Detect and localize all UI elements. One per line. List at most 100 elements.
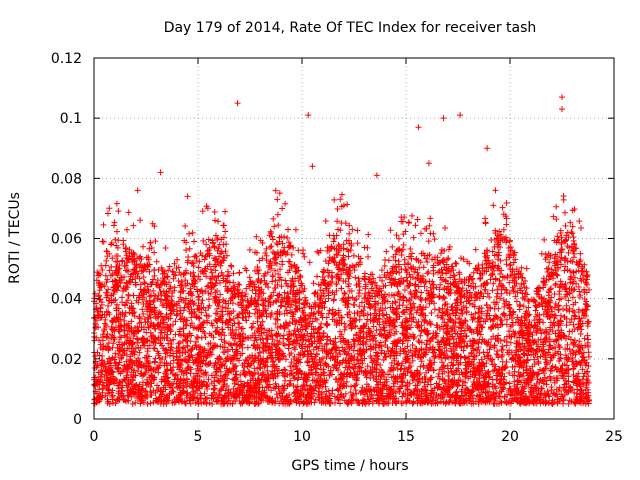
data-point [311,290,318,297]
data-point [124,297,131,304]
data-point [493,351,500,358]
data-point [145,324,152,331]
data-point [205,236,212,243]
data-point [151,358,158,365]
data-point [558,312,565,319]
data-point [195,296,202,303]
data-point [418,328,425,335]
data-point [300,288,307,295]
data-point [178,288,185,295]
data-point [417,332,424,339]
data-point [557,351,564,358]
data-point [367,318,374,325]
data-point [579,366,586,373]
data-point [504,316,511,323]
data-point [237,400,244,407]
data-point [575,283,582,290]
data-point [174,383,181,390]
data-point [274,281,281,288]
data-point [286,328,293,335]
data-point [444,319,451,326]
data-point [442,380,449,387]
data-point [540,380,547,387]
data-point [487,316,494,323]
data-point [139,306,146,313]
data-point [407,245,414,252]
data-point [269,336,276,343]
data-point [153,258,160,265]
data-point [255,270,262,277]
grid-lines [94,58,614,419]
data-point [288,301,295,308]
data-point [477,275,484,282]
data-point [297,368,304,375]
data-point [500,226,507,233]
data-point [162,244,169,251]
data-point [152,355,159,362]
data-point [151,249,158,256]
data-point [431,354,438,361]
data-point [197,249,204,256]
data-point [282,200,289,207]
data-point [414,269,421,276]
data-point [133,261,140,268]
data-point [102,272,109,279]
data-point [190,238,197,245]
data-point [156,284,163,291]
data-point [523,265,530,272]
data-point [458,255,464,262]
data-point [473,392,480,399]
data-point [440,376,447,383]
data-point [453,297,460,304]
data-point [461,327,468,334]
data-point [412,222,419,229]
data-point [376,321,383,328]
data-point [550,319,557,326]
data-point [482,286,489,293]
data-point [442,225,449,232]
data-point [314,248,321,255]
data-point [222,208,229,215]
data-point [281,342,288,349]
data-point [369,332,376,339]
data-point [330,238,337,245]
data-point [315,281,322,288]
data-point [194,372,201,379]
data-point [212,217,219,224]
data-point [580,311,587,318]
data-point [265,298,272,305]
data-point [335,387,342,394]
data-point [237,378,244,385]
data-point [222,228,229,235]
data-point [333,317,340,324]
data-point [392,323,399,330]
data-point [345,280,352,287]
data-point [361,303,368,310]
data-point [214,247,221,254]
data-point [485,352,492,359]
data-point [392,257,399,264]
data-point [398,214,405,221]
data-point [105,302,112,309]
data-point [460,256,467,263]
data-point [418,307,425,314]
data-point [292,268,299,275]
data-point [183,247,190,254]
data-point [350,397,357,404]
data-point [294,325,301,332]
data-point [174,256,181,263]
data-point [275,270,282,277]
data-point [186,230,193,237]
data-point [583,376,590,383]
data-point [525,304,532,311]
data-point [396,296,403,303]
data-point [288,277,295,284]
data-point [379,319,386,326]
data-point [182,223,189,230]
data-point [130,339,137,346]
data-point [229,300,236,307]
data-point [308,330,315,337]
data-point [114,253,121,260]
data-point [293,318,300,325]
